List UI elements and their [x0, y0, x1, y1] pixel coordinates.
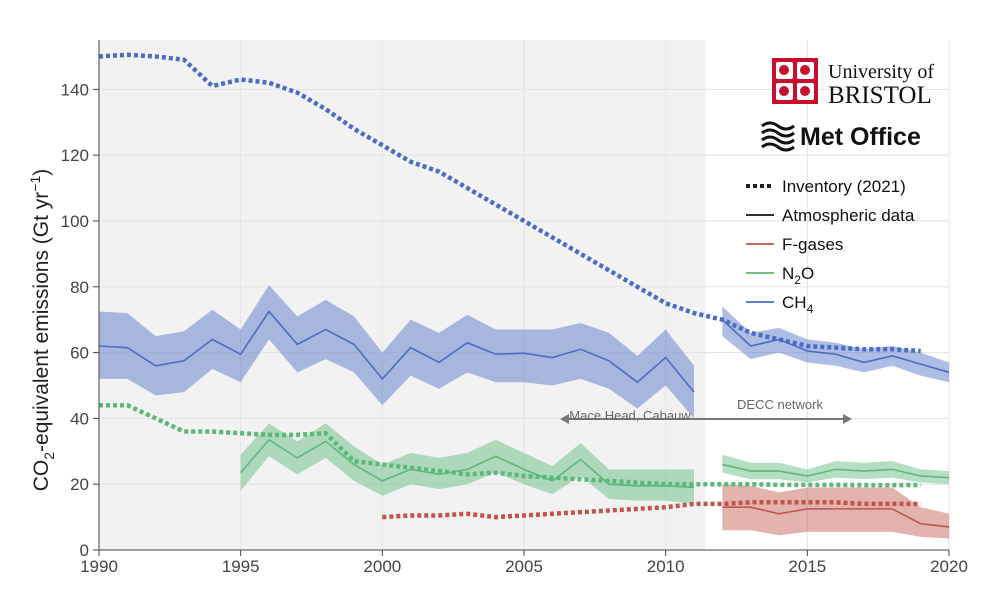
shaded-region [99, 40, 706, 550]
background-layer [99, 40, 706, 550]
y-tick-label: 0 [80, 541, 89, 560]
annotation-left-network: Mace Head, Cabauw [569, 408, 691, 423]
legend-label: Inventory (2021) [782, 177, 906, 196]
ch4-atmospheric-line [98, 310, 695, 393]
bristol-line2: BRISTOL [828, 82, 932, 109]
annotation-arrowhead-left [560, 414, 569, 424]
y-tick-label: 100 [61, 212, 89, 231]
met-office-waves-icon [761, 121, 795, 152]
ch4-atmospheric-band [722, 306, 949, 383]
x-tick-label: 2020 [930, 557, 968, 576]
network-annotations: Mace Head, Cabauw DECC network [560, 397, 852, 424]
y-tick-label: 40 [70, 409, 89, 428]
met-office-logo: Met Office [761, 121, 921, 152]
x-tick-label: 1990 [80, 557, 118, 576]
x-tick-label: 2010 [647, 557, 685, 576]
x-tick-label: 1995 [222, 557, 260, 576]
axes: 1990 1995 2000 2005 2010 2015 2020 0 20 40 60 80 100… [61, 40, 968, 576]
uncertainty-bands [99, 285, 949, 539]
y-tick-label: 80 [70, 278, 89, 297]
series-lines [98, 52, 950, 528]
y-tick-label: 20 [70, 475, 89, 494]
f-gases-inventory-line [382, 500, 921, 520]
met-office-wordmark: Met Office [800, 123, 921, 151]
y-tick-label: 120 [61, 146, 89, 165]
legend-label: N2O [782, 264, 814, 287]
ch4-atmospheric-line [721, 319, 950, 374]
legend: Inventory (2021) Atmospheric data F-gases N… [746, 177, 915, 316]
bristol-logo: University of BRISTOL [772, 58, 934, 109]
f-gases-atmospheric-band [722, 484, 949, 539]
legend-label: Atmospheric data [782, 206, 915, 225]
legend-label: F-gases [782, 235, 843, 254]
n2o-inventory-line [99, 402, 921, 488]
ch4-atmospheric-band [99, 285, 694, 419]
ch4-inventory-line [98, 52, 921, 354]
annotation-right-network: DECC network [737, 397, 823, 412]
legend-label: CH4 [782, 293, 814, 316]
y-tick-label: 140 [61, 80, 89, 99]
annotation-arrowhead-right [843, 414, 852, 424]
bristol-line1: University of [828, 61, 934, 83]
n2o-atmospheric-line [240, 438, 695, 489]
n2o-atmospheric-line [722, 463, 950, 479]
f-gases-atmospheric-line [722, 506, 950, 528]
x-tick-label: 2000 [363, 557, 401, 576]
n2o-atmospheric-band [240, 423, 694, 504]
x-tick-label: 2005 [505, 557, 543, 576]
y-axis-label: CO2-equivalent emissions (Gt yr−1) [27, 169, 57, 492]
y-tick-label: 60 [70, 344, 89, 363]
x-tick-label: 2015 [788, 557, 826, 576]
